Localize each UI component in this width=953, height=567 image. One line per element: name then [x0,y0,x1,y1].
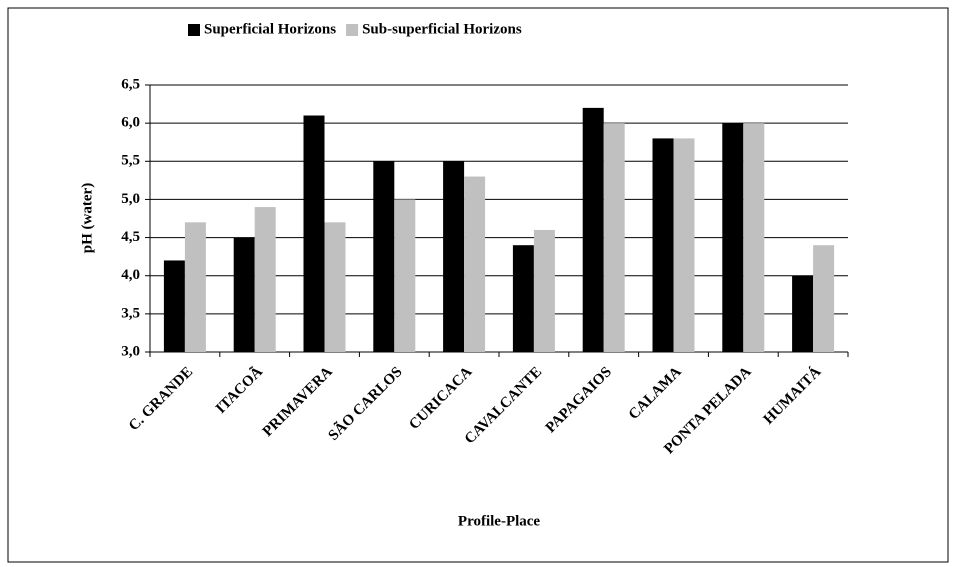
bar [373,161,395,352]
bar [163,260,185,352]
bar [792,275,814,352]
legend-swatch [188,24,200,36]
bar [184,222,206,352]
legend-swatch [346,24,359,36]
bar [324,222,346,352]
y-tick-label: 3,0 [121,343,140,359]
bar [233,237,255,352]
bar [464,176,486,352]
bar [743,123,765,353]
bar [303,115,325,352]
bar [443,161,465,352]
legend-label: Sub-superficial Horizons [362,21,522,37]
bar [603,123,625,353]
bar [512,245,534,352]
y-tick-label: 4,0 [121,267,140,283]
bar [394,199,416,352]
bar [673,138,695,352]
y-tick-label: 6,0 [121,115,140,131]
y-tick-label: 5,5 [121,153,140,169]
y-tick-label: 6,5 [121,76,140,92]
bar [722,123,744,353]
y-tick-label: 5,0 [121,191,140,207]
y-axis-label: pH (water) [79,183,95,253]
bar [533,229,555,352]
y-tick-label: 4,5 [121,229,140,245]
y-tick-label: 3,5 [121,305,140,321]
bar [582,107,604,352]
bar [254,207,276,352]
bar [813,245,835,352]
x-axis-label: Profile-Place [458,513,541,529]
legend-label: Superficial Horizons [204,21,336,37]
bar [652,138,674,352]
